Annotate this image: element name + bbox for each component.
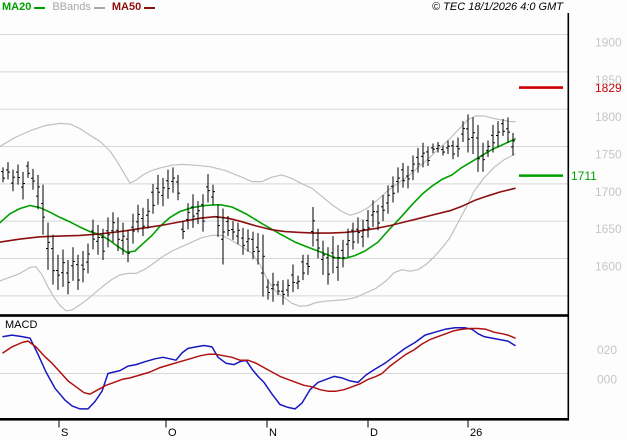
ma20-line-swatch-icon [34, 6, 46, 9]
legend-item-ma50: MA50 [111, 1, 156, 14]
price-bars [1, 114, 515, 305]
copyright-text: © TEC 18/1/2026 4:0 GMT [432, 1, 563, 13]
price-axis-labels: 1829 1711 1900 1850 1800 1750 1700 1650 1600 020 0… [571, 36, 622, 387]
price-level-lines [519, 86, 563, 177]
macd-panel-bottom-border [0, 418, 568, 421]
x-label-D: D [370, 427, 378, 439]
macd-y-label-020: 020 [597, 343, 617, 357]
macd-panel-label: MACD [5, 319, 38, 331]
y-label-1700: 1700 [595, 185, 622, 199]
bb-upper-line [0, 115, 516, 216]
legend: MA20 BBands MA50 [2, 1, 156, 14]
legend-label-bbands: BBands [52, 1, 91, 13]
ma50-line [0, 187, 516, 243]
level-label-1829: 1829 [595, 81, 622, 95]
bollinger-bands [0, 115, 516, 312]
ma20-line [0, 138, 516, 260]
y-label-1650: 1650 [595, 222, 622, 236]
y-label-1600: 1600 [595, 260, 622, 274]
y-label-1750: 1750 [595, 148, 622, 162]
gridlines [0, 34, 568, 374]
bbands-line-swatch-icon [93, 6, 105, 9]
panel-borders [0, 13, 570, 428]
bb-lower-line [0, 153, 516, 312]
x-label-26: 26 [470, 427, 482, 439]
main-panel-bottom-border [0, 314, 568, 317]
macd-MACD-line [2, 327, 516, 410]
level-label-1711: 1711 [571, 169, 597, 183]
macd-y-label-000: 000 [597, 373, 617, 387]
macd-curves [2, 327, 516, 410]
legend-label-ma50: MA50 [111, 1, 142, 13]
legend-item-bbands: BBands [52, 1, 105, 14]
x-label-S: S [61, 427, 68, 439]
legend-label-ma20: MA20 [2, 1, 32, 13]
time-axis-labels: S O N D 26 [61, 427, 482, 439]
right-axis-line [567, 13, 570, 421]
macd-signal-line [2, 327, 516, 395]
legend-item-ma20: MA20 [2, 1, 46, 14]
x-label-N: N [269, 427, 277, 439]
y-label-1850: 1850 [595, 73, 622, 87]
ma50-line-swatch-icon [144, 6, 156, 9]
x-label-O: O [168, 427, 177, 439]
y-label-1900: 1900 [595, 36, 622, 50]
y-label-1800: 1800 [595, 110, 622, 124]
moving-averages [0, 138, 516, 260]
